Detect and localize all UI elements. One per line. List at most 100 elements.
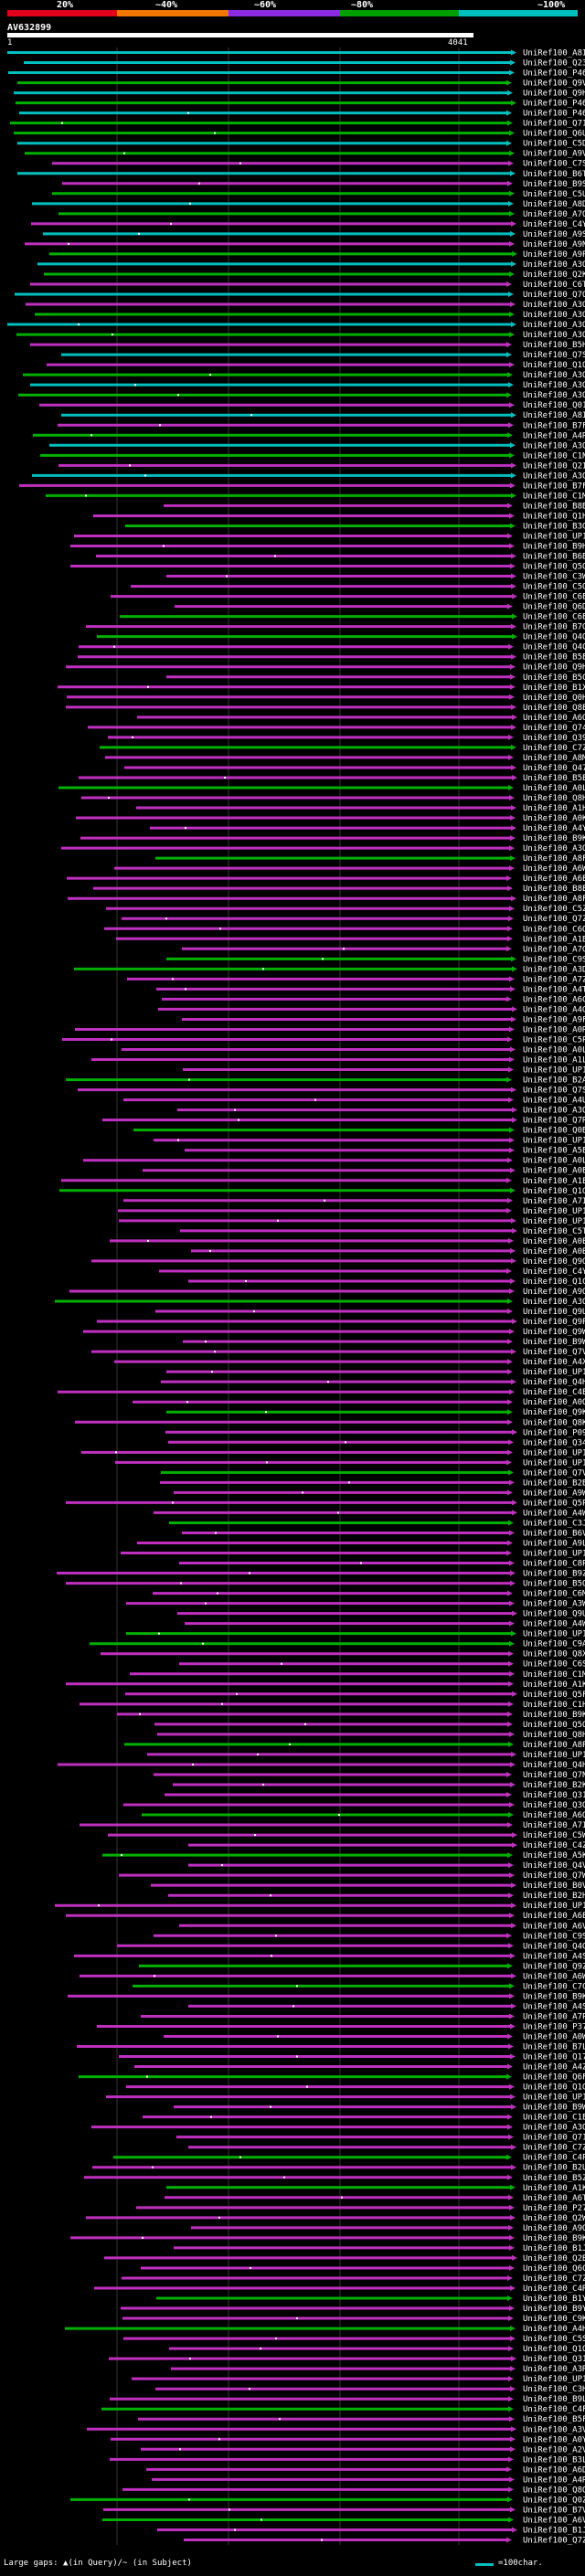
hit-row[interactable]: UniRef100_C3JM25 bbox=[169, 1519, 585, 1528]
hit-label[interactable]: UniRef100_B3LJ19 bbox=[523, 2455, 585, 2465]
hit-row[interactable]: UniRef100_Q9HH18 bbox=[66, 663, 585, 673]
hit-row[interactable]: UniRef100_B9K992 bbox=[80, 834, 585, 843]
hit-label[interactable]: UniRef100_Q7VYK2 bbox=[523, 1468, 585, 1478]
hit-label[interactable]: UniRef100_A9WN82 bbox=[523, 1489, 585, 1498]
hit-row[interactable]: UniRef100_B9L5J9 bbox=[110, 2395, 585, 2404]
hit-row[interactable]: UniRef100_Q4V014 bbox=[188, 1861, 585, 1871]
hit-label[interactable]: UniRef100_B5EFV5 bbox=[523, 653, 585, 663]
hit-row[interactable]: UniRef100_C9SQV9 bbox=[166, 955, 585, 964]
hit-row[interactable]: UniRef100_A9FQ98 bbox=[182, 1015, 585, 1024]
hit-row[interactable]: UniRef100_A8D0A7 bbox=[32, 200, 585, 209]
hit-label[interactable]: UniRef100_A6EUS5 bbox=[523, 875, 585, 884]
hit-row[interactable]: UniRef100_B7GAN0 bbox=[86, 623, 585, 632]
hit-label[interactable]: UniRef100_A5KHI1 bbox=[523, 1851, 585, 1860]
hit-label[interactable]: UniRef100_A3Q8S2 bbox=[523, 311, 585, 320]
hit-label[interactable]: UniRef100_Q9H0F8 bbox=[523, 90, 585, 99]
hit-label[interactable]: UniRef100_B9Y1S3 bbox=[523, 2305, 585, 2314]
hit-label[interactable]: UniRef100_Q17V54 bbox=[523, 2053, 585, 2062]
hit-label[interactable]: UniRef100_P09202 bbox=[523, 1428, 585, 1437]
hit-label[interactable]: UniRef100_Q2IN13 bbox=[523, 461, 585, 471]
hit-label[interactable]: UniRef100_A3Q2D6 bbox=[523, 371, 585, 380]
hit-row[interactable]: UniRef100_Q2WYV9 bbox=[86, 2214, 585, 2223]
hit-label[interactable]: UniRef100_B7FJE2 bbox=[523, 482, 585, 491]
hit-label[interactable]: UniRef100_A3QS33 bbox=[523, 2124, 585, 2133]
hit-label[interactable]: UniRef100_A7I180 bbox=[523, 1197, 585, 1206]
hit-row[interactable]: UniRef100_UP1000.. bbox=[74, 532, 585, 541]
hit-row[interactable]: UniRef100_Q5Q6Z9 bbox=[70, 563, 585, 572]
hit-label[interactable]: UniRef100_A6T541 bbox=[523, 2194, 585, 2203]
hit-row[interactable]: UniRef100_Q4C223 bbox=[79, 643, 585, 652]
hit-row[interactable]: UniRef100_A7P199 bbox=[141, 2012, 585, 2021]
hit-row[interactable]: UniRef100_A0W1C8 bbox=[164, 2032, 585, 2041]
hit-label[interactable]: UniRef100_UP1000.. bbox=[523, 1066, 585, 1076]
hit-row[interactable]: UniRef100_B7F2Q1 bbox=[58, 421, 585, 430]
hit-row[interactable]: UniRef100_Q6DFK3 bbox=[175, 603, 585, 612]
hit-row[interactable]: UniRef100_P46283 bbox=[16, 100, 585, 109]
hit-row[interactable]: UniRef100_A3Q5S7 bbox=[55, 1298, 585, 1307]
hit-label[interactable]: UniRef100_A9QUY9 bbox=[523, 1288, 585, 1297]
hit-row[interactable]: UniRef100_B5FZU7 bbox=[138, 2415, 585, 2424]
hit-label[interactable]: UniRef100_Q34031 bbox=[523, 1438, 585, 1447]
hit-label[interactable]: UniRef100_Q7WVB6 bbox=[523, 1871, 585, 1881]
hit-row[interactable]: UniRef100_Q9KTX0 bbox=[166, 1408, 585, 1417]
hit-label[interactable]: UniRef100_B6T2L2 bbox=[523, 170, 585, 179]
hit-row[interactable]: UniRef100_C8PJS5 bbox=[179, 1560, 585, 1569]
hit-row[interactable]: UniRef100_Q9UZH1 bbox=[177, 1610, 585, 1619]
hit-label[interactable]: UniRef100_UP1000.. bbox=[523, 1207, 585, 1216]
hit-row[interactable]: UniRef100_A6DBS2 bbox=[146, 2465, 585, 2475]
hit-label[interactable]: UniRef100_C6EQM9 bbox=[523, 613, 585, 622]
hit-label[interactable]: UniRef100_C5S936 bbox=[523, 2335, 585, 2344]
hit-label[interactable]: UniRef100_A6Q0S4 bbox=[523, 1811, 585, 1820]
hit-label[interactable]: UniRef100_A9LY09 bbox=[523, 1539, 585, 1548]
hit-row[interactable]: UniRef100_Q2IN13 bbox=[58, 461, 585, 471]
hit-label[interactable]: UniRef100_Q8X8S2 bbox=[523, 1650, 585, 1659]
hit-label[interactable]: UniRef100_P46284 bbox=[523, 69, 585, 79]
hit-row[interactable]: UniRef100_P09202 bbox=[165, 1428, 585, 1437]
hit-row[interactable]: UniRef100_Q8H723 bbox=[81, 794, 585, 803]
hit-label[interactable]: UniRef100_A1L351 bbox=[523, 1056, 585, 1065]
hit-label[interactable]: UniRef100_A9NU00 bbox=[523, 240, 585, 249]
hit-row[interactable]: UniRef100_A1EQE1 bbox=[61, 1177, 585, 1186]
hit-label[interactable]: UniRef100_A5ED20 bbox=[523, 1147, 585, 1156]
hit-row[interactable]: UniRef100_A1K7U6 bbox=[66, 1680, 585, 1690]
hit-label[interactable]: UniRef100_C6QQ71 bbox=[523, 925, 585, 934]
hit-label[interactable]: UniRef100_B2KEE2 bbox=[523, 1781, 585, 1790]
hit-label[interactable]: UniRef100_A7P199 bbox=[523, 2012, 585, 2021]
hit-label[interactable]: UniRef100_A3RPN1 bbox=[523, 2365, 585, 2374]
hit-label[interactable]: UniRef100_A6Q249 bbox=[523, 714, 585, 723]
hit-label[interactable]: UniRef100_Q4C223 bbox=[523, 643, 585, 652]
hit-label[interactable]: UniRef100_Q6C2N9 bbox=[523, 2264, 585, 2274]
hit-label[interactable]: UniRef100_C7Z4C7 bbox=[523, 744, 585, 753]
hit-row[interactable]: UniRef100_A4SWF3 bbox=[74, 1952, 585, 1961]
hit-row[interactable]: UniRef100_A3Q5R9 bbox=[32, 472, 585, 481]
hit-label[interactable]: UniRef100_B9KQ09 bbox=[523, 1711, 585, 1720]
hit-label[interactable]: UniRef100_A3Q5S7 bbox=[523, 1298, 585, 1307]
hit-row[interactable]: UniRef100_Q7Z8Q0 bbox=[184, 2536, 585, 2545]
hit-row[interactable]: UniRef100_B9WAK8 bbox=[174, 2104, 585, 2113]
hit-label[interactable]: UniRef100_A9QQR6 bbox=[523, 2224, 585, 2233]
hit-row[interactable]: UniRef100_Q47KR1 bbox=[124, 764, 585, 773]
hit-row[interactable]: UniRef100_A4RV75 bbox=[33, 431, 585, 440]
hit-row[interactable]: UniRef100_A4Y3T3 bbox=[150, 824, 585, 833]
hit-label[interactable]: UniRef100_A4RLW9 bbox=[523, 2475, 585, 2485]
hit-label[interactable]: UniRef100_Q7VSH7 bbox=[523, 1348, 585, 1357]
hit-label[interactable]: UniRef100_C4Y4D9 bbox=[523, 1267, 585, 1277]
hit-label[interactable]: UniRef100_UP1000.. bbox=[523, 1448, 585, 1458]
hit-row[interactable]: UniRef100_B2UVU9 bbox=[92, 2164, 585, 2173]
hit-label[interactable]: UniRef100_A7IQL7 bbox=[523, 1821, 585, 1830]
hit-row[interactable]: UniRef100_A8IRK4 bbox=[7, 49, 585, 58]
hit-label[interactable]: UniRef100_B0VQR0 bbox=[523, 1882, 585, 1891]
hit-label[interactable]: UniRef100_C7C1A7 bbox=[523, 1982, 585, 1991]
hit-label[interactable]: UniRef100_A7ZCB2 bbox=[523, 975, 585, 984]
hit-row[interactable]: UniRef100_A4HSB4 bbox=[65, 2325, 585, 2334]
hit-label[interactable]: UniRef100_A0Q7D7 bbox=[523, 1398, 585, 1407]
hit-label[interactable]: UniRef100_UP1000.. bbox=[523, 1458, 585, 1468]
hit-label[interactable]: UniRef100_C1MH77 bbox=[523, 492, 585, 501]
hit-label[interactable]: UniRef100_A8IQL7 bbox=[523, 411, 585, 420]
hit-label[interactable]: UniRef100_B9K992 bbox=[523, 834, 585, 843]
hit-row[interactable]: UniRef100_C6EQQ1 bbox=[111, 593, 585, 602]
hit-row[interactable]: UniRef100_B3LJ19 bbox=[110, 2455, 585, 2465]
hit-label[interactable]: UniRef100_C5WIL4 bbox=[523, 1831, 585, 1840]
hit-label[interactable]: UniRef100_Q23780 bbox=[523, 59, 585, 69]
hit-row[interactable]: UniRef100_UP1000.. bbox=[147, 1751, 585, 1760]
